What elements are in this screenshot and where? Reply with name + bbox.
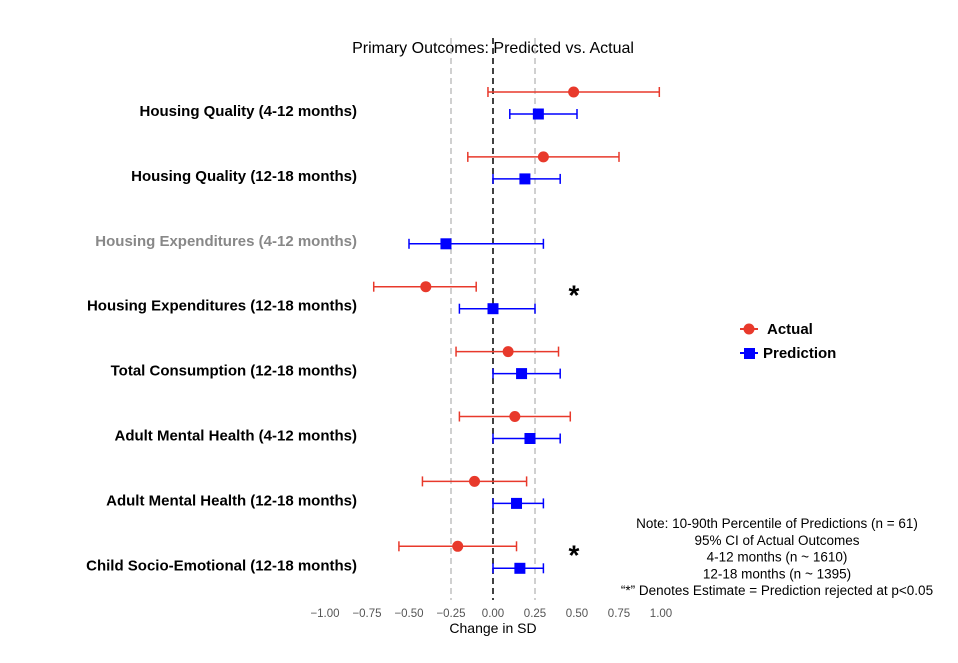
x-tick-label: 0.50 bbox=[566, 608, 588, 620]
outcome-row: Adult Mental Health (12-18 months) bbox=[106, 475, 545, 509]
prediction-point bbox=[516, 368, 528, 380]
x-tick-label: −0.75 bbox=[352, 608, 381, 620]
outcome-label: Adult Mental Health (12-18 months) bbox=[106, 492, 357, 509]
legend-prediction-marker bbox=[744, 348, 755, 359]
prediction-point bbox=[519, 173, 531, 185]
x-axis-label: Change in SD bbox=[449, 620, 536, 636]
outcome-label: Housing Quality (12-18 months) bbox=[131, 168, 357, 185]
actual-point bbox=[537, 151, 549, 163]
outcome-label: Total Consumption (12-18 months) bbox=[111, 363, 357, 380]
x-tick-label: −0.25 bbox=[436, 608, 465, 620]
outcome-label: Housing Expenditures (4-12 months) bbox=[95, 233, 357, 250]
x-tick-label: −1.00 bbox=[310, 608, 339, 620]
x-tick-label: −0.50 bbox=[394, 608, 423, 620]
note-line: 95% CI of Actual Outcomes bbox=[694, 533, 859, 548]
legend: Actual Prediction bbox=[740, 321, 836, 362]
outcome-label: Adult Mental Health (4-12 months) bbox=[114, 428, 357, 445]
actual-point bbox=[469, 475, 481, 487]
note: Note: 10-90th Percentile of Predictions … bbox=[621, 516, 933, 598]
legend-actual-marker bbox=[743, 323, 755, 335]
outcome-row: Housing Quality (12-18 months) bbox=[131, 151, 620, 185]
prediction-point bbox=[524, 433, 536, 444]
outcome-row: Housing Expenditures (12-18 months) * bbox=[87, 280, 580, 315]
outcome-label: Housing Expenditures (12-18 months) bbox=[87, 298, 357, 315]
outcome-row: Housing Quality (4-12 months) bbox=[139, 86, 661, 120]
significance-marker: * bbox=[569, 280, 580, 311]
actual-point bbox=[509, 411, 521, 422]
actual-point bbox=[502, 346, 514, 358]
prediction-point bbox=[514, 562, 526, 574]
outcome-row: Child Socio-Emotional (12-18 months) * bbox=[86, 539, 579, 574]
outcome-row: Total Consumption (12-18 months) bbox=[111, 346, 561, 380]
actual-point bbox=[568, 86, 580, 98]
note-line: 4-12 months (n ~ 1610) bbox=[707, 550, 848, 565]
note-line: Note: 10-90th Percentile of Predictions … bbox=[636, 516, 918, 531]
actual-point bbox=[452, 540, 464, 552]
outcome-label: Child Socio-Emotional (12-18 months) bbox=[86, 557, 357, 574]
prediction-point bbox=[511, 497, 523, 509]
x-tick-label: 0.25 bbox=[524, 608, 546, 620]
prediction-point bbox=[440, 238, 452, 250]
outcome-label: Housing Quality (4-12 months) bbox=[139, 103, 357, 120]
legend-actual-label: Actual bbox=[767, 321, 813, 338]
note-line: “*” Denotes Estimate = Prediction reject… bbox=[621, 583, 933, 598]
significance-marker: * bbox=[569, 539, 580, 570]
actual-point bbox=[420, 281, 432, 293]
prediction-point bbox=[532, 108, 544, 120]
note-line: 12-18 months (n ~ 1395) bbox=[703, 566, 851, 581]
legend-prediction-label: Prediction bbox=[763, 345, 836, 362]
x-tick-label: 1.00 bbox=[650, 608, 672, 620]
outcome-row: Adult Mental Health (4-12 months) bbox=[114, 411, 572, 445]
x-tick-label: 0.75 bbox=[608, 608, 630, 620]
prediction-point bbox=[487, 303, 499, 315]
outcome-row: Housing Expenditures (4-12 months) bbox=[95, 233, 545, 250]
x-tick-label: 0.00 bbox=[482, 608, 504, 620]
